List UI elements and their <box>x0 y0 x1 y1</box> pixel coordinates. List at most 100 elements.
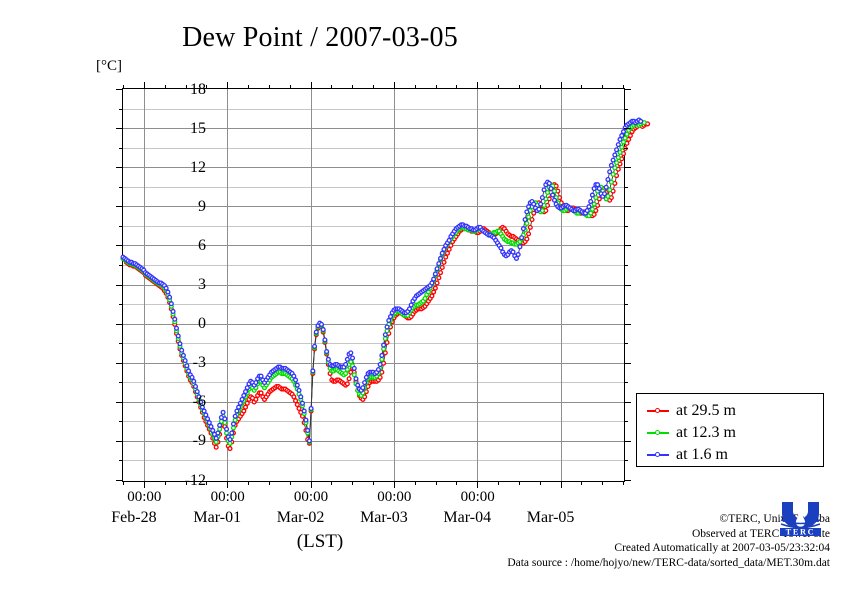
x-tick <box>164 481 166 485</box>
x-tick <box>435 481 437 485</box>
y-axis-label: 9 <box>198 197 206 215</box>
y-tick <box>624 147 628 149</box>
x-axis-date-label: Mar-02 <box>276 509 325 526</box>
x-tick <box>143 82 145 89</box>
x-axis-date-label: Mar-05 <box>526 509 575 526</box>
x-tick <box>123 85 124 89</box>
y-axis-label: 12 <box>190 158 206 176</box>
y-gridline <box>123 186 624 188</box>
y-tick <box>116 128 123 130</box>
chart-title: Dew Point / 2007-03-05 <box>182 22 458 53</box>
x-tick <box>331 85 333 89</box>
x-tick <box>623 481 624 485</box>
series-svg <box>120 117 651 452</box>
x-axis-date-label: Feb-28 <box>111 509 157 526</box>
logo-text: TERC <box>786 528 816 536</box>
plot-area <box>116 82 651 488</box>
x-axis-time-label: 00:00 <box>127 489 162 505</box>
x-tick <box>435 85 437 89</box>
y-tick <box>116 362 123 364</box>
y-tick <box>624 264 628 266</box>
y-tick <box>624 225 628 227</box>
legend-label: at 29.5 m <box>676 402 736 419</box>
y-tick <box>119 186 123 188</box>
y-gridline <box>123 401 624 403</box>
x-axis-time-label: 00:00 <box>210 489 245 505</box>
y-gridline <box>123 245 624 247</box>
y-tick <box>116 401 123 403</box>
x-tick <box>456 85 458 89</box>
y-gridline <box>123 304 624 306</box>
y-tick <box>624 206 631 208</box>
y-gridline <box>123 421 624 423</box>
x-tick <box>206 481 208 485</box>
y-tick <box>624 128 631 130</box>
y-gridline <box>123 284 624 286</box>
x-tick <box>185 85 187 89</box>
y-axis-label: 15 <box>190 119 206 137</box>
y-axis-label: -6 <box>192 393 206 411</box>
y-axis-label: 6 <box>198 236 206 254</box>
legend-item[interactable]: at 1.6 m <box>647 444 823 466</box>
grid-layer <box>123 89 624 481</box>
x-axis-date-label: Mar-03 <box>360 509 408 526</box>
y-tick <box>624 186 628 188</box>
legend-swatch-icon <box>647 406 669 416</box>
y-gridline <box>123 440 624 442</box>
y-tick <box>624 323 631 325</box>
x-gridline <box>560 89 562 481</box>
footer-line-copyright: ©TERC, Univ. Tsukuba <box>719 513 830 525</box>
x-tick <box>123 481 124 485</box>
x-axis-title: (LST) <box>296 531 344 552</box>
y-gridline <box>123 343 624 345</box>
x-tick <box>414 85 416 89</box>
y-gridline <box>123 323 624 325</box>
x-tick <box>539 481 541 485</box>
y-tick <box>119 225 123 227</box>
y-tick <box>624 167 631 169</box>
x-tick <box>227 481 229 488</box>
y-tick <box>119 343 123 345</box>
y-tick <box>624 343 628 345</box>
x-tick <box>602 85 604 89</box>
y-gridline <box>123 206 624 208</box>
x-tick <box>393 82 395 89</box>
y-tick <box>119 304 123 306</box>
y-tick <box>624 480 631 481</box>
x-tick <box>289 85 291 89</box>
x-tick <box>227 82 229 89</box>
y-tick <box>119 108 123 110</box>
x-tick <box>248 481 249 485</box>
y-tick <box>624 382 628 384</box>
y-tick <box>624 440 631 442</box>
y-tick <box>119 421 123 423</box>
y-axis-label: -3 <box>192 354 206 372</box>
y-axis-unit-label: [°C] <box>96 58 122 74</box>
x-tick <box>560 481 562 488</box>
x-tick <box>477 82 479 89</box>
footer-line-datasource: Data source : /home/hojyo/new/TERC-data/… <box>507 556 830 569</box>
y-tick <box>624 421 628 423</box>
x-tick <box>498 85 499 89</box>
y-tick <box>624 284 631 286</box>
y-tick <box>116 480 123 481</box>
x-tick <box>539 85 541 89</box>
x-tick <box>518 85 520 89</box>
x-tick <box>560 82 562 89</box>
footer-line-site: Observed at TERC Tower site <box>691 527 830 540</box>
legend-item[interactable]: at 12.3 m <box>647 422 823 444</box>
legend-swatch-icon <box>647 428 669 438</box>
y-tick <box>119 147 123 149</box>
y-tick <box>624 89 631 90</box>
x-tick <box>248 85 249 89</box>
x-tick <box>164 85 166 89</box>
legend-item[interactable]: at 29.5 m <box>647 400 823 422</box>
x-tick <box>331 481 333 485</box>
y-gridline <box>123 128 624 130</box>
y-tick <box>116 440 123 442</box>
x-axis-time-label: 00:00 <box>293 489 329 505</box>
x-tick <box>581 481 583 485</box>
y-axis-label: 0 <box>198 315 206 333</box>
x-tick <box>393 481 395 488</box>
